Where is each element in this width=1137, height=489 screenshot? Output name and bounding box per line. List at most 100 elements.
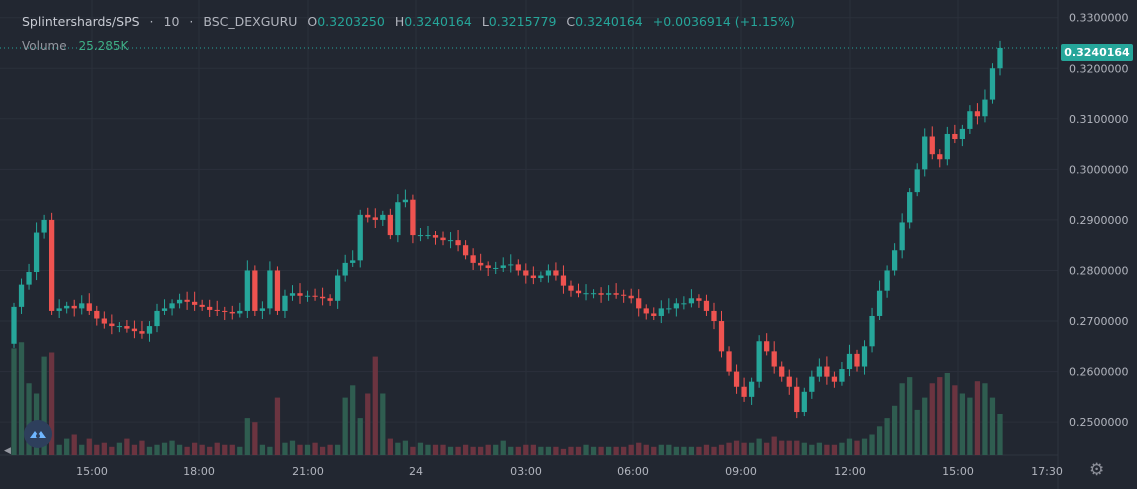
- candle-body: [350, 260, 356, 263]
- open-value: 0.3203250: [317, 14, 385, 29]
- candle-body: [297, 293, 303, 296]
- candle-body: [952, 133, 958, 140]
- candle-body: [733, 371, 740, 387]
- volume-bar: [462, 444, 469, 455]
- volume-bar: [447, 446, 454, 455]
- volume-bar: [176, 444, 183, 455]
- candle-body: [553, 270, 559, 276]
- volume-bar: [854, 440, 860, 455]
- candle-body: [937, 154, 943, 160]
- candle-body: [131, 328, 138, 332]
- volume-bar: [214, 442, 220, 455]
- candle-body: [914, 169, 920, 193]
- volume-bar: [801, 442, 807, 455]
- candle-body: [711, 310, 717, 322]
- volume-bar: [560, 448, 567, 455]
- candle-body: [801, 391, 807, 413]
- candle-body: [41, 219, 47, 233]
- high-label: H: [394, 14, 405, 29]
- candle-body: [748, 381, 755, 397]
- symbol-title[interactable]: Splintershards/SPS: [22, 14, 140, 29]
- time-tick-label: 18:00: [183, 465, 215, 478]
- candle-body: [455, 240, 461, 246]
- volume-bar: [989, 397, 996, 455]
- volume-bar: [417, 442, 424, 455]
- candle-body: [681, 303, 687, 305]
- candle-body: [967, 111, 973, 129]
- candle-body: [974, 111, 981, 117]
- gear-icon[interactable]: ⚙: [1089, 460, 1105, 480]
- volume-bar: [553, 446, 559, 455]
- dot-separator: ·: [189, 14, 194, 29]
- price-tick-label: 0.3300000: [1069, 12, 1129, 25]
- candle-body: [959, 128, 966, 140]
- candle-body: [139, 331, 145, 334]
- change-value: +0.0036914 (+1.15%): [652, 14, 795, 29]
- volume-bar: [869, 434, 875, 455]
- scroll-left-icon[interactable]: ◀: [4, 446, 11, 456]
- volume-bar: [199, 444, 205, 455]
- candle-body: [154, 310, 160, 327]
- candle-body: [222, 310, 228, 312]
- candle-body: [11, 306, 17, 344]
- candle-body: [101, 318, 107, 324]
- volume-bar: [289, 440, 296, 455]
- volume-bar: [726, 442, 732, 455]
- candle-body: [18, 284, 25, 307]
- volume-bar: [861, 438, 868, 455]
- volume-bar: [244, 418, 250, 455]
- candle-body: [94, 310, 100, 319]
- volume-bar: [944, 373, 950, 455]
- volume-bar: [974, 381, 981, 455]
- candle-body: [335, 275, 341, 301]
- volume-bar: [470, 446, 476, 455]
- candle-body: [71, 305, 77, 309]
- volume-bar: [711, 446, 717, 455]
- volume-bar: [523, 444, 529, 455]
- volume-bar: [809, 444, 815, 455]
- volume-bar: [101, 442, 107, 455]
- candle-body: [478, 262, 484, 266]
- candle-body: [523, 270, 529, 276]
- volume-bar: [508, 446, 514, 455]
- volume-bar: [139, 440, 145, 455]
- dexguru-logo-icon[interactable]: [24, 420, 52, 448]
- exchange-label: BSC_DEXGURU: [203, 14, 298, 29]
- candle-body: [515, 264, 521, 271]
- volume-bar: [485, 444, 491, 455]
- candle-body: [86, 303, 92, 311]
- candle-body: [282, 295, 288, 311]
- volume-bar: [372, 356, 378, 455]
- volume-bar: [304, 444, 311, 455]
- volume-bar: [267, 446, 273, 455]
- candle-body: [568, 285, 574, 291]
- candle-body: [372, 217, 378, 220]
- volume-bar: [26, 383, 32, 455]
- volume-bar: [64, 438, 70, 455]
- candle-body: [357, 214, 363, 261]
- candle-body: [229, 311, 235, 314]
- volume-label[interactable]: Volume: [22, 39, 67, 53]
- volume-bar: [658, 444, 664, 455]
- candle-body: [590, 293, 597, 295]
- candle-body: [64, 305, 70, 309]
- time-tick-label: 12:00: [834, 465, 866, 478]
- volume-bar: [771, 436, 777, 455]
- volume-bar: [425, 444, 431, 455]
- volume-bar: [824, 444, 830, 455]
- candle-body: [636, 298, 642, 309]
- low-value: 0.3215779: [488, 14, 557, 29]
- time-tick-label: 03:00: [510, 465, 542, 478]
- candle-body: [944, 133, 950, 160]
- interval-label[interactable]: 10: [163, 14, 180, 29]
- price-candles: [11, 40, 1003, 419]
- candle-body: [116, 326, 123, 328]
- volume-bar: [154, 444, 160, 455]
- low-label: L: [481, 14, 489, 29]
- candle-body: [252, 270, 258, 311]
- candle-body: [989, 68, 996, 100]
- volume-bar: [590, 446, 597, 455]
- candle-body: [560, 275, 567, 286]
- time-tick-label: 24: [409, 465, 423, 478]
